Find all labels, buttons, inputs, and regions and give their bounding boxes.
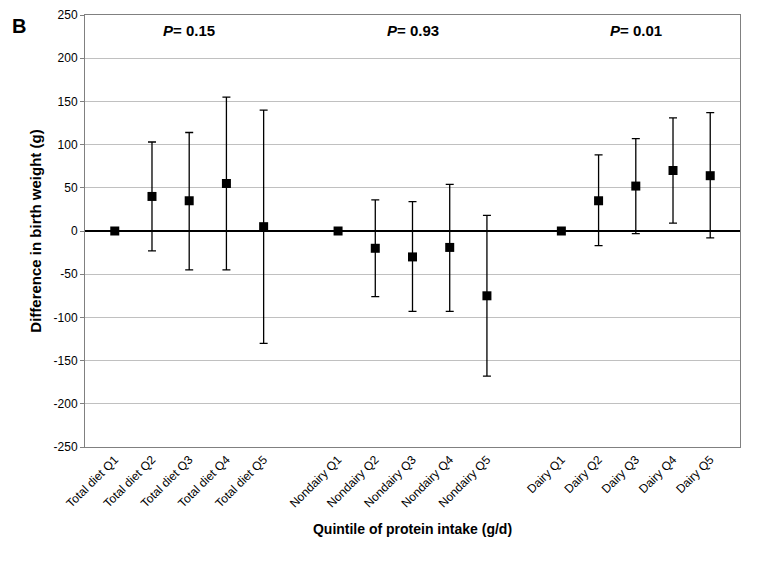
svg-text:-150: -150 [54,354,78,368]
svg-text:Dairy Q2: Dairy Q2 [562,453,606,497]
svg-text:P= 0.93: P= 0.93 [387,22,439,39]
svg-text:Total diet Q4: Total diet Q4 [175,453,233,511]
svg-text:-200: -200 [54,397,78,411]
svg-text:Total diet Q3: Total diet Q3 [138,453,196,511]
svg-text:250: 250 [58,8,78,22]
svg-text:50: 50 [64,181,78,195]
svg-text:Total diet Q5: Total diet Q5 [212,453,270,511]
svg-text:P= 0.01: P= 0.01 [610,22,662,39]
svg-text:Dairy Q1: Dairy Q1 [524,453,568,497]
svg-text:0: 0 [71,224,78,238]
svg-text:100: 100 [58,138,78,152]
svg-text:Nondairy Q1: Nondairy Q1 [287,453,345,511]
svg-text:Nondairy Q2: Nondairy Q2 [324,453,382,511]
svg-text:Dairy Q4: Dairy Q4 [636,453,680,497]
svg-text:B: B [12,15,26,37]
svg-text:200: 200 [58,51,78,65]
svg-text:Quintile of protein intake (g/: Quintile of protein intake (g/d) [313,521,512,537]
svg-text:150: 150 [58,95,78,109]
svg-text:Nondairy Q4: Nondairy Q4 [399,453,457,511]
svg-text:Dairy Q5: Dairy Q5 [673,453,717,497]
svg-text:-250: -250 [54,440,78,454]
svg-text:P= 0.15: P= 0.15 [163,22,215,39]
svg-text:Difference in birth weight (g): Difference in birth weight (g) [27,129,44,332]
svg-text:Nondairy Q3: Nondairy Q3 [361,453,419,511]
svg-text:Total diet Q1: Total diet Q1 [64,453,122,511]
svg-text:Nondairy Q5: Nondairy Q5 [436,453,494,511]
svg-text:Dairy Q3: Dairy Q3 [599,453,643,497]
svg-text:-100: -100 [54,311,78,325]
svg-text:-50: -50 [60,267,78,281]
svg-text:Total diet Q2: Total diet Q2 [101,453,159,511]
